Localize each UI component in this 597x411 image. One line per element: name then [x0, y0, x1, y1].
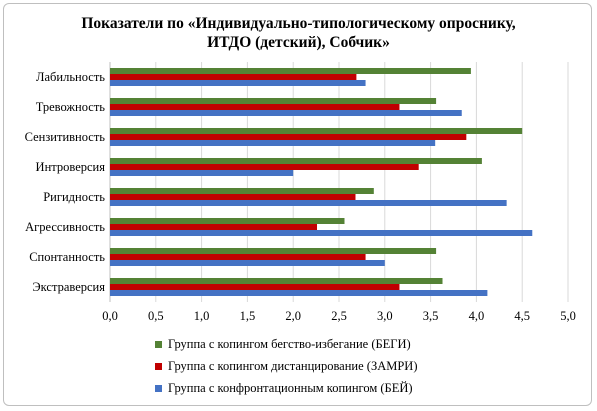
category-label: Лабильность — [36, 70, 105, 84]
bar-begi — [110, 158, 482, 164]
bar-zamri — [110, 224, 318, 230]
category-label: Агрессивность — [25, 220, 105, 234]
category-label: Ригидность — [43, 190, 105, 204]
category-label: Сензитивность — [25, 130, 106, 144]
bar-bei — [110, 170, 294, 176]
bar-zamri — [110, 74, 357, 80]
bar-begi — [110, 278, 443, 284]
category-label: Экстраверсия — [32, 280, 105, 294]
legend-swatch — [155, 340, 162, 348]
legend-item: Группа с копингом дистанцирование (ЗАМРИ… — [155, 355, 418, 377]
bar-begi — [110, 218, 345, 224]
legend-swatch — [155, 384, 162, 392]
bar-bei — [110, 230, 533, 236]
legend-item: Группа с копингом бегство-избегание (БЕГ… — [155, 333, 418, 355]
bar-begi — [110, 248, 437, 254]
category-label: Спонтанность — [29, 250, 105, 264]
bar-begi — [110, 98, 437, 104]
x-tick-label: 2,5 — [331, 309, 347, 323]
bar-begi — [110, 188, 374, 194]
legend-label: Группа с копингом бегство-избегание (БЕГ… — [168, 336, 411, 351]
bar-bei — [110, 290, 488, 296]
bar-zamri — [110, 194, 356, 200]
category-label: Тревожность — [36, 100, 106, 114]
legend-item: Группа с конфронтационным копингом (БЕЙ) — [155, 377, 418, 399]
x-tick-label: 2,0 — [285, 309, 301, 323]
x-tick-label: 1,0 — [194, 309, 210, 323]
x-tick-label: 0,5 — [148, 309, 164, 323]
x-tick-label: 0,0 — [102, 309, 118, 323]
bar-zamri — [110, 284, 400, 290]
bar-zamri — [110, 104, 400, 110]
x-tick-label: 4,0 — [469, 309, 485, 323]
x-tick-label: 1,5 — [240, 309, 256, 323]
bar-zamri — [110, 254, 366, 260]
x-tick-label: 3,5 — [423, 309, 439, 323]
bar-bei — [110, 260, 385, 266]
chart-title-line2: ИТДО (детский), Собчик» — [207, 34, 390, 51]
legend-label: Группа с копингом дистанцирование (ЗАМРИ… — [168, 358, 418, 373]
bar-begi — [110, 128, 523, 134]
bar-zamri — [110, 164, 419, 170]
chart-title: Показатели по «Индивидуально-типологичес… — [0, 14, 597, 52]
category-label: Интроверсия — [36, 160, 106, 174]
chart-legend: Группа с копингом бегство-избегание (БЕГ… — [155, 333, 418, 399]
legend-label: Группа с конфронтационным копингом (БЕЙ) — [168, 380, 413, 395]
legend-swatch — [155, 362, 162, 370]
bar-bei — [110, 80, 366, 86]
bar-zamri — [110, 134, 467, 140]
chart-title-line1: Показатели по «Индивидуально-типологичес… — [81, 15, 516, 32]
bar-bei — [110, 140, 436, 146]
x-tick-label: 4,5 — [514, 309, 530, 323]
bar-bei — [110, 110, 462, 116]
bar-begi — [110, 68, 471, 74]
bar-bei — [110, 200, 507, 206]
x-tick-label: 5,0 — [560, 309, 576, 323]
x-tick-label: 3,0 — [377, 309, 393, 323]
